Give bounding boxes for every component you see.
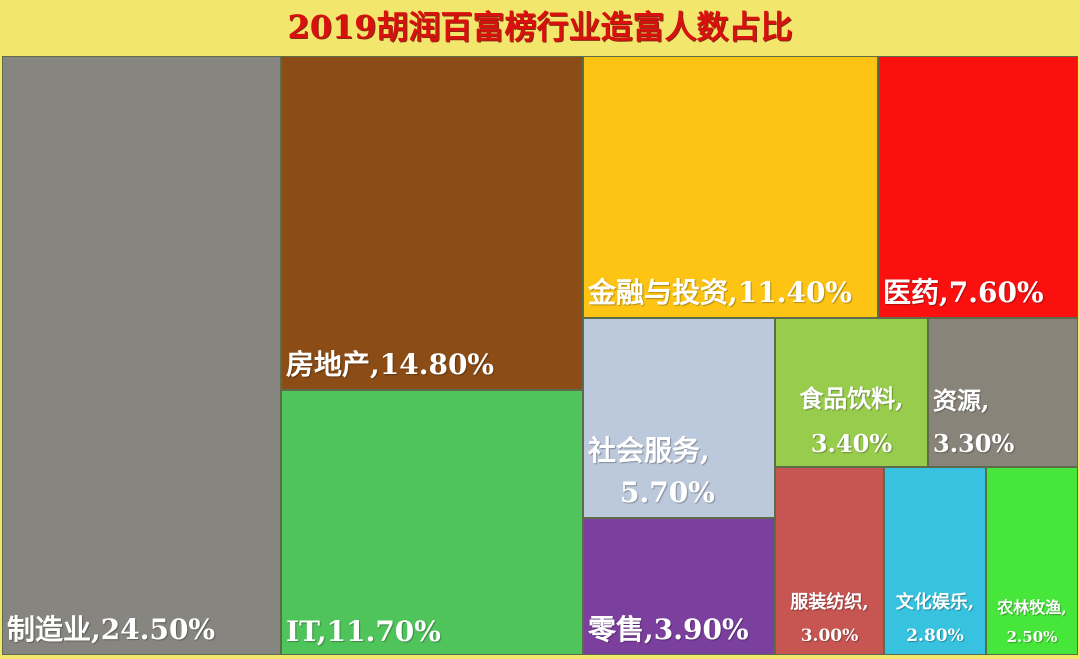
- tile-3: 金融与投资,11.40%: [583, 56, 878, 318]
- tile-7: 食品饮料, 3.40%: [775, 318, 928, 467]
- tile-label: 食品饮料,: [799, 384, 904, 414]
- chart-title: 2019胡润百富榜行业造富人数占比: [287, 8, 793, 46]
- tile-8: 资源, 3.30%: [928, 318, 1078, 467]
- tile-label: 制造业,24.50%: [7, 613, 216, 646]
- tile-label: 服装纺织,: [790, 591, 869, 613]
- tile-value: 2.50%: [1006, 628, 1058, 646]
- tile-label: 社会服务,: [588, 434, 710, 467]
- tile-10: 文化娱乐, 2.80%: [884, 467, 986, 655]
- tile-6: 零售,3.90%: [583, 518, 775, 655]
- tile-label: 农林牧渔,: [997, 597, 1067, 617]
- tile-4: 医药,7.60%: [878, 56, 1078, 318]
- tile-0: 制造业,24.50%: [2, 56, 281, 655]
- tile-value: 3.30%: [933, 429, 1015, 458]
- tile-1: 房地产,14.80%: [281, 56, 583, 390]
- tile-label: 资源,: [933, 386, 990, 415]
- tile-label: 医药,7.60%: [883, 276, 1044, 309]
- tile-label: 金融与投资,11.40%: [588, 276, 853, 309]
- tile-value: 2.80%: [906, 626, 964, 646]
- tile-label: 零售,3.90%: [588, 613, 749, 646]
- tile-label: IT,11.70%: [286, 615, 441, 648]
- tile-2: IT,11.70%: [281, 390, 583, 655]
- tile-9: 服装纺织, 3.00%: [775, 467, 884, 655]
- tile-value: 3.00%: [800, 626, 859, 646]
- tile-label: 房地产,14.80%: [286, 348, 495, 381]
- tile-5: 社会服务, 5.70%: [583, 318, 775, 518]
- tile-11: 农林牧渔, 2.50%: [986, 467, 1078, 655]
- tile-value: 3.40%: [810, 429, 893, 458]
- tile-label: 文化娱乐,: [895, 591, 975, 613]
- tile-value: 5.70%: [620, 476, 715, 509]
